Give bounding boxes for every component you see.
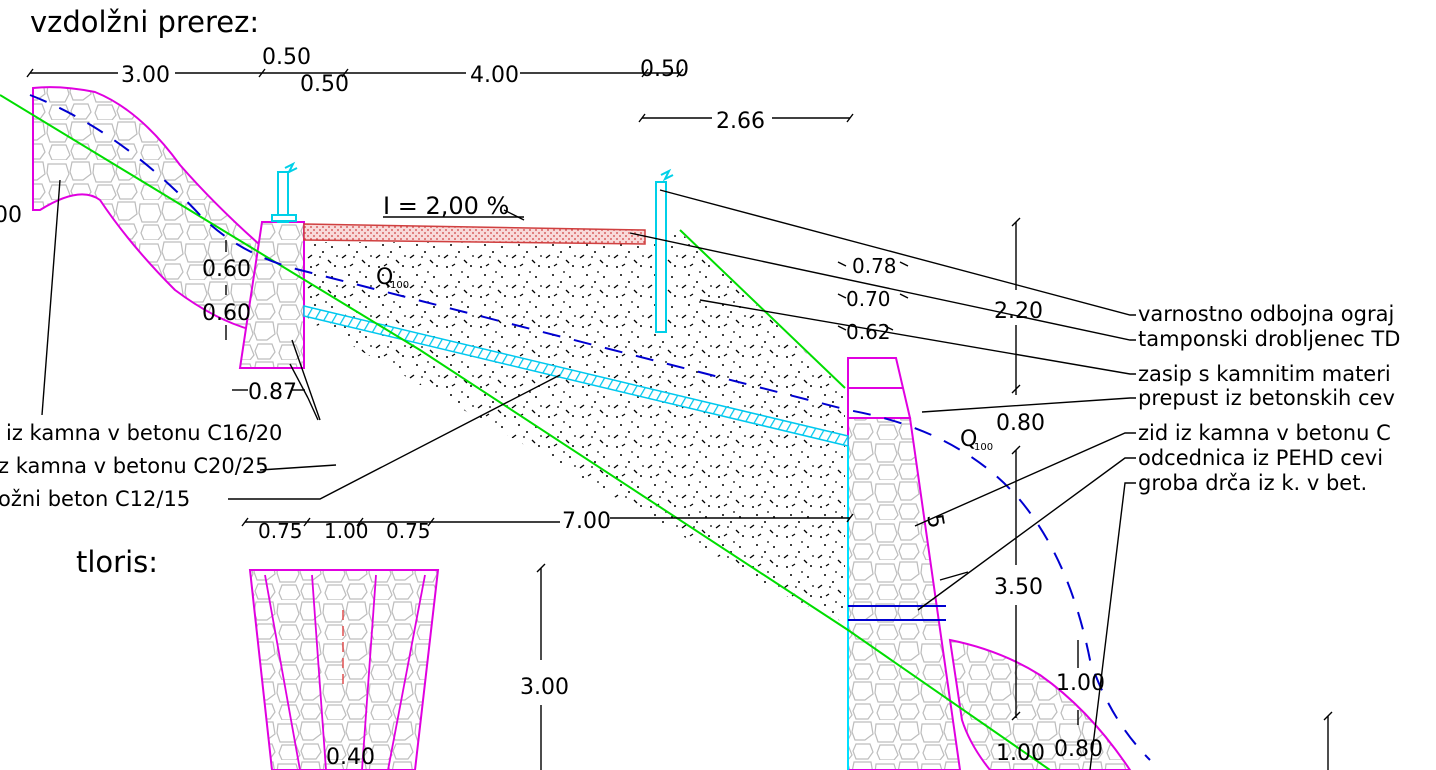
label-guard-rail: varnostno odbojna ograj <box>1138 302 1394 326</box>
label-chute: groba drča iz k. v bet. <box>1138 471 1367 495</box>
dim-700: 7.00 <box>562 509 611 534</box>
water-level-q100 <box>29 94 1151 761</box>
label-lean-concrete: ožni beton C12/15 <box>0 487 190 511</box>
dim-075-a: 0.75 <box>258 519 303 543</box>
svg-text:Q: Q <box>960 427 977 452</box>
dim-100-b: 1.00 <box>996 741 1045 766</box>
dim-top-300: 3.00 <box>121 63 170 88</box>
label-culvert: prepust iz betonskih cev <box>1138 386 1395 410</box>
label-backfill: zasip s kamnitim materi <box>1138 362 1391 386</box>
dim-060-a: 0.60 <box>202 257 251 282</box>
plan-view-chute <box>248 569 440 770</box>
dim-top-050-c: 0.50 <box>640 57 689 82</box>
label-tampon: tamponski drobljenec TD <box>1138 327 1400 351</box>
dim-top-400: 4.00 <box>470 63 519 88</box>
dim-080-b: 0.80 <box>1054 737 1103 762</box>
dim-100-a: 1.00 <box>1056 671 1105 696</box>
dim-075-b: 0.75 <box>386 519 431 543</box>
stone-chute-right <box>948 638 1132 770</box>
label-stone-c20: z kamna v betonu C20/25 <box>0 454 269 478</box>
dim-left-00: 00 <box>0 203 22 228</box>
dim-350: 3.50 <box>994 575 1043 600</box>
dim-5: 5 <box>921 512 948 530</box>
dim-040: 0.40 <box>326 745 375 770</box>
title-longitudinal: vzdolžni prerez: <box>30 5 259 39</box>
dim-062: 0.62 <box>846 320 891 344</box>
svg-text:100: 100 <box>974 442 993 453</box>
dim-top-050-a: 0.50 <box>262 45 311 70</box>
svg-text:Q: Q <box>376 265 393 290</box>
backfill-lower <box>304 312 845 623</box>
slope-label: I = 2,00 % <box>383 192 509 220</box>
label-stone-c16: iz kamna v betonu C16/20 <box>6 421 282 445</box>
dim-060-b: 0.60 <box>202 301 251 326</box>
svg-text:100: 100 <box>390 280 409 291</box>
dim-top-050-b: 0.50 <box>300 72 349 97</box>
dim-100-c: 1.00 <box>324 519 369 543</box>
dim-070: 0.70 <box>846 287 891 311</box>
terrain-line <box>0 94 1051 770</box>
dim-266: 2.66 <box>716 109 765 134</box>
guard-rail-post-right <box>655 181 667 333</box>
dim-220: 2.20 <box>994 299 1043 324</box>
flow-label-left: Q 100 <box>376 265 409 291</box>
dim-087: 0.87 <box>248 380 297 405</box>
backfill-upper <box>304 232 845 440</box>
flow-label-right: Q 100 <box>960 427 993 453</box>
label-stone-wall: zid iz kamna v betonu C <box>1138 421 1391 445</box>
pavement-layer <box>303 223 646 245</box>
label-drain: odcednica iz PEHD cevi <box>1138 446 1383 470</box>
title-plan: tloris: <box>76 545 158 579</box>
dim-078: 0.78 <box>852 254 897 278</box>
stone-wall-right <box>847 417 962 770</box>
dim-080: 0.80 <box>996 411 1045 436</box>
dim-300-b: 3.00 <box>520 675 569 700</box>
